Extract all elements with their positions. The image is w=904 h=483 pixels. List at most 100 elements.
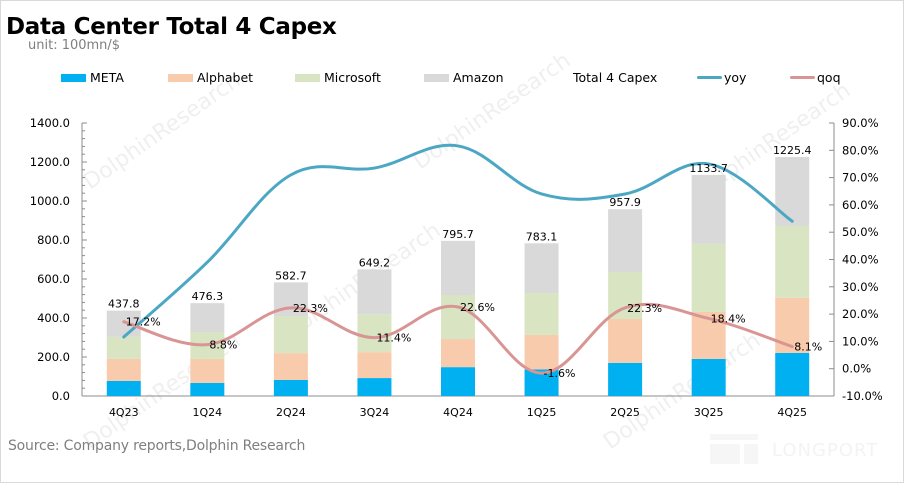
bar-segment-amazon: [775, 157, 810, 226]
legend-swatch: [424, 73, 449, 82]
bar-segment-alphabet: [441, 339, 475, 368]
total-label: 437.8: [108, 298, 140, 311]
legend-label: Alphabet: [197, 70, 254, 85]
bar-segment-meta: [775, 352, 810, 396]
bar-segment-alphabet: [190, 358, 225, 383]
bar-segment-amazon: [190, 303, 225, 333]
unit-label: unit: 100mn/$: [28, 38, 121, 53]
qoq-label: 8.8%: [209, 339, 237, 352]
total-label: 1133.7: [689, 162, 728, 175]
total-label: 476.3: [192, 290, 224, 303]
bar-segment-meta: [190, 382, 225, 396]
bar-segment-microsoft: [524, 293, 559, 335]
bar-segment-microsoft: [775, 225, 810, 298]
legend-swatch: [295, 73, 320, 82]
right-tick-label: -10.0%: [842, 389, 883, 403]
x-tick-label: 1Q24: [193, 406, 223, 419]
x-tick-label: 4Q25: [777, 406, 807, 419]
x-tick-label: 3Q24: [360, 406, 390, 419]
qoq-line: [122, 302, 794, 375]
logo-text: LONGPORT: [772, 439, 879, 461]
legend-label: yoy: [724, 70, 747, 85]
legend-swatch: [544, 74, 569, 82]
total-label: 649.2: [359, 256, 391, 269]
bar-segment-alphabet: [106, 358, 141, 381]
left-tick-label: 800.0: [37, 233, 70, 247]
qoq-label: 22.3%: [627, 302, 662, 315]
left-tick-label: 600.0: [37, 272, 70, 286]
bar-segment-microsoft: [273, 316, 308, 354]
bar-segment-meta: [608, 362, 643, 396]
bar-segment-amazon: [441, 240, 475, 295]
total-label: 795.7: [442, 228, 474, 241]
left-tick-label: 1000.0: [30, 194, 70, 208]
right-tick-label: 60.0%: [842, 198, 879, 212]
legend-item-microsoft: Microsoft: [295, 70, 381, 85]
right-tick-label: 20.0%: [842, 307, 879, 321]
left-tick-label: 200.0: [37, 350, 70, 364]
legend-label: Microsoft: [324, 70, 381, 85]
bar-segment-amazon: [106, 310, 141, 337]
legend-swatch: [168, 73, 193, 82]
total-label: 582.7: [275, 269, 307, 282]
qoq-label: 8.1%: [794, 341, 822, 354]
lines: [122, 143, 794, 375]
x-tick-label: 4Q24: [443, 406, 473, 419]
total-label: 783.1: [526, 230, 558, 243]
legend-label: Total 4 Capex: [573, 70, 658, 85]
legend-line: [790, 76, 815, 79]
qoq-label: 22.6%: [460, 301, 495, 314]
qoq-label: 22.3%: [293, 302, 328, 315]
legend-swatch: [61, 73, 86, 82]
bar-segment-amazon: [691, 174, 726, 244]
bar-segment-amazon: [608, 209, 643, 272]
right-tick-label: 50.0%: [842, 225, 879, 239]
x-tick-label: 3Q25: [694, 406, 724, 419]
bar-segment-meta: [106, 380, 141, 396]
left-tick-label: 0.0: [52, 389, 70, 403]
bar-segment-microsoft: [441, 294, 475, 340]
bar-segment-alphabet: [273, 353, 308, 381]
qoq-label: 17.2%: [126, 316, 161, 329]
right-tick-label: 10.0%: [842, 334, 879, 348]
bar-segment-meta: [273, 380, 308, 396]
bar-segment-alphabet: [608, 318, 643, 363]
bar-segment-microsoft: [608, 271, 643, 319]
right-tick-label: 70.0%: [842, 171, 879, 185]
bar-segment-microsoft: [357, 314, 392, 353]
right-tick-label: 90.0%: [842, 116, 879, 130]
bars: [106, 157, 810, 396]
x-tick-label: 2Q24: [276, 406, 306, 419]
logo-icon: [708, 434, 758, 466]
legend-line: [697, 76, 722, 79]
right-tick-label: 40.0%: [842, 253, 879, 267]
left-tick-label: 400.0: [37, 311, 70, 325]
left-tick-label: 1200.0: [30, 155, 70, 169]
data-labels: 437.8 476.3 582.7 649.2 795.7 783.1 957.9 1133.…: [108, 144, 822, 380]
legend-item-yoy: yoy: [697, 70, 746, 85]
bar-segment-meta: [441, 367, 475, 396]
legend-item-meta: META: [61, 70, 124, 85]
x-tick-label: 2Q25: [610, 406, 640, 419]
x-tick-label: 1Q25: [527, 406, 557, 419]
x-tick-label: 4Q23: [109, 406, 139, 419]
legend: META Alphabet Microsoft Amazon Total 4 C…: [0, 70, 904, 88]
bar-segment-alphabet: [524, 334, 559, 370]
bar-segment-microsoft: [691, 243, 726, 312]
bar-segment-meta: [691, 358, 726, 396]
source-note: Source: Company reports,Dolphin Research: [8, 438, 306, 454]
right-tick-label: 0.0%: [842, 362, 871, 376]
bar-segment-amazon: [357, 269, 392, 315]
legend-item-qoq: qoq: [790, 70, 841, 85]
legend-label: qoq: [817, 70, 841, 85]
yoy-line: [122, 143, 794, 339]
qoq-label: -1.6%: [544, 367, 576, 380]
watermark-text: DolphinResearch: [409, 48, 575, 175]
qoq-label: 11.4%: [376, 332, 411, 345]
longport-logo: LONGPORT: [708, 434, 878, 466]
total-label: 1225.4: [773, 144, 812, 157]
legend-label: META: [90, 70, 124, 85]
bar-segment-alphabet: [357, 352, 392, 379]
legend-label: Amazon: [453, 70, 504, 85]
